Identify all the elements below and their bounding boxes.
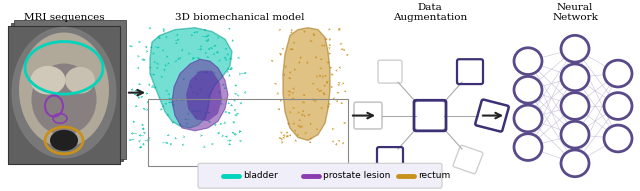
Ellipse shape [19,32,109,147]
Circle shape [514,105,542,132]
Ellipse shape [31,66,65,95]
FancyBboxPatch shape [198,163,442,188]
Circle shape [561,93,589,119]
Polygon shape [172,59,228,131]
Ellipse shape [31,64,97,135]
Polygon shape [283,28,330,140]
Circle shape [561,121,589,148]
Text: Data
Augmentation: Data Augmentation [393,3,467,22]
Circle shape [561,64,589,91]
Circle shape [514,134,542,160]
Polygon shape [186,71,222,121]
Ellipse shape [65,67,95,94]
Circle shape [561,35,589,62]
Text: Neural
Network: Neural Network [552,3,598,22]
Ellipse shape [50,130,78,151]
Circle shape [514,76,542,103]
Text: rectum: rectum [418,171,451,180]
Circle shape [514,48,542,74]
Bar [14,20,126,159]
Polygon shape [150,28,232,128]
Circle shape [561,150,589,177]
Bar [148,99,348,166]
Bar [8,26,120,164]
Circle shape [604,125,632,152]
Bar [8,26,120,164]
Text: bladder: bladder [243,171,278,180]
Bar [11,23,123,161]
Text: MRI sequences: MRI sequences [24,13,104,22]
Circle shape [604,93,632,119]
Ellipse shape [12,27,116,159]
Circle shape [604,60,632,87]
Text: 3D biomechanical model: 3D biomechanical model [175,13,305,22]
Text: prostate lesion: prostate lesion [323,171,390,180]
